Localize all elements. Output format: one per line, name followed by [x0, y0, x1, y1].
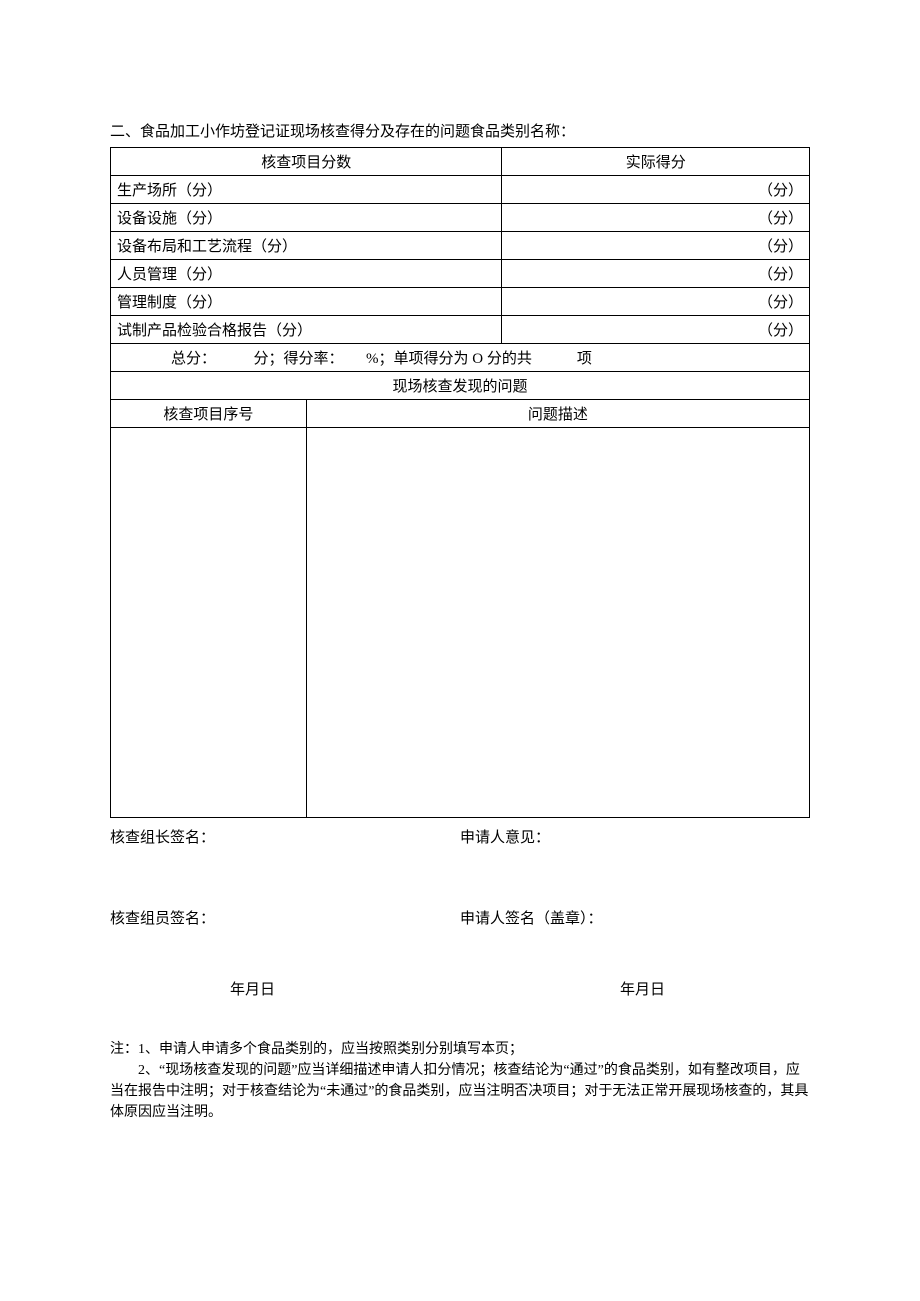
row-suffix: （分）: [502, 232, 810, 260]
problems-title: 现场核查发现的问题: [111, 372, 810, 400]
row-item: 生产场所（分）: [111, 176, 502, 204]
row-suffix: （分）: [502, 288, 810, 316]
problems-table: 核查项目序号 问题描述: [110, 400, 810, 818]
row-item: 人员管理（分）: [111, 260, 502, 288]
leader-sign-label: 核查组长签名：: [110, 826, 460, 847]
note-1: 注：1、申请人申请多个食品类别的，应当按照类别分别填写本页；: [110, 1039, 810, 1060]
date-right: 年月日: [460, 978, 810, 999]
row-suffix: （分）: [502, 204, 810, 232]
score-table: 核查项目分数 实际得分 生产场所（分） （分） 设备设施（分） （分） 设备布局…: [110, 147, 810, 400]
note-2: 2、“现场核查发现的问题”应当详细描述申请人扣分情况；核查结论为“通过”的食品类…: [110, 1060, 810, 1123]
row-suffix: （分）: [502, 316, 810, 344]
notes-block: 注：1、申请人申请多个食品类别的，应当按照类别分别填写本页； 2、“现场核查发现…: [110, 1039, 810, 1123]
row-suffix: （分）: [502, 260, 810, 288]
row-item: 试制产品检验合格报告（分）: [111, 316, 502, 344]
member-sign-label: 核查组员签名：: [110, 907, 460, 928]
row-item: 设备设施（分）: [111, 204, 502, 232]
row-item: 管理制度（分）: [111, 288, 502, 316]
section-title: 二、食品加工小作坊登记证现场核查得分及存在的问题食品类别名称：: [110, 120, 810, 141]
header-actual-score: 实际得分: [502, 148, 810, 176]
signature-block: 核查组长签名： 核查组员签名： 申请人意见： 申请人签名（盖章）：: [110, 826, 810, 928]
date-left: 年月日: [110, 978, 460, 999]
problems-header-seq: 核查项目序号: [111, 400, 307, 428]
problems-header-desc: 问题描述: [306, 400, 809, 428]
problems-empty-desc: [306, 428, 809, 818]
problems-empty-seq: [111, 428, 307, 818]
applicant-sign-label: 申请人签名（盖章）：: [460, 907, 810, 928]
header-score-item: 核查项目分数: [111, 148, 502, 176]
applicant-opinion-label: 申请人意见：: [460, 826, 810, 847]
date-block: 年月日 年月日: [110, 978, 810, 999]
row-item: 设备布局和工艺流程（分）: [111, 232, 502, 260]
total-line: 总分： 分；得分率： %；单项得分为 O 分的共 项: [111, 344, 810, 372]
row-suffix: （分）: [502, 176, 810, 204]
